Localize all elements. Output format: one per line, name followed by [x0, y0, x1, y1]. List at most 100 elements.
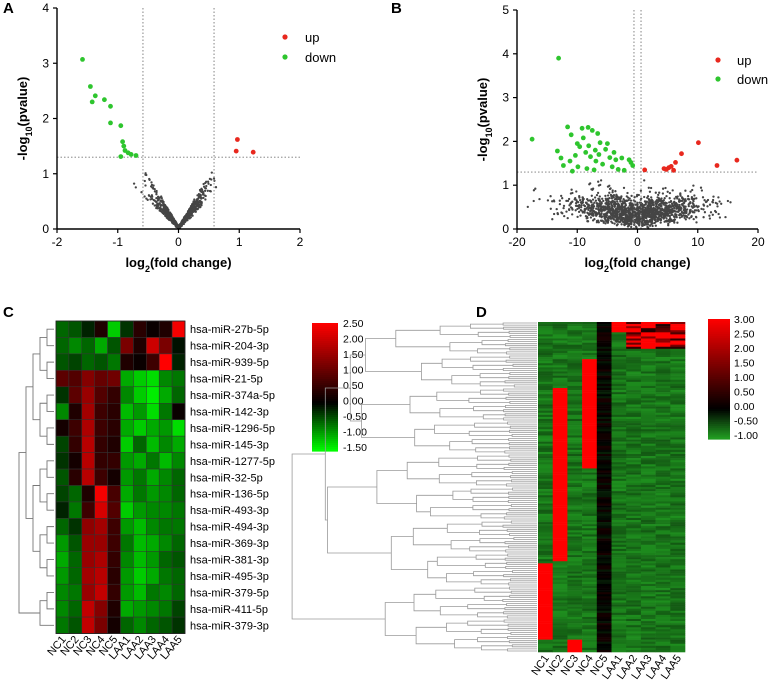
heatmap-cell — [133, 353, 147, 371]
heatmap-cell — [640, 567, 656, 570]
heatmap-cell — [552, 336, 568, 339]
heatmap-cell — [626, 493, 642, 496]
heatmap-cell — [68, 616, 83, 634]
dendrogram-branch — [512, 570, 537, 573]
heatmap-cell — [611, 600, 627, 603]
heatmap-cell — [611, 443, 627, 447]
heatmap-cell — [640, 577, 656, 581]
heatmap-cell — [538, 505, 553, 508]
heatmap-cell — [670, 367, 686, 370]
heatmap-cell — [626, 563, 642, 566]
heatmap-cell — [670, 344, 686, 348]
heatmap-cell — [611, 328, 627, 331]
background-point — [197, 205, 201, 209]
background-point — [627, 215, 630, 218]
heatmap-cell — [538, 441, 553, 444]
heatmap-cell — [596, 557, 612, 560]
heatmap-cell — [596, 357, 612, 360]
background-point — [648, 203, 652, 206]
heatmap-cell — [552, 493, 568, 496]
heatmap-cell — [626, 536, 642, 539]
background-point — [673, 197, 676, 200]
background-point — [632, 210, 636, 213]
heatmap-cell — [611, 456, 627, 459]
background-point — [203, 189, 207, 193]
heatmap-cell — [596, 619, 612, 622]
heatmap-cell — [552, 357, 568, 360]
heatmap-cell — [626, 639, 642, 642]
heatmap-cell — [611, 379, 627, 383]
colorbar-segment — [708, 425, 730, 429]
heatmap-cell — [158, 403, 173, 420]
heatmap-cell — [626, 468, 642, 471]
background-point — [598, 195, 601, 198]
heatmap-cell — [552, 621, 568, 624]
heatmap-cell — [626, 406, 642, 409]
heatmap-cell — [55, 518, 70, 536]
background-point — [639, 207, 642, 210]
heatmap-cell — [552, 421, 568, 424]
heatmap-cell — [626, 482, 642, 486]
background-point — [592, 205, 596, 208]
heatmap-cell — [582, 451, 598, 455]
background-point — [206, 189, 209, 192]
background-point — [670, 218, 673, 221]
heatmap-cell — [146, 435, 160, 453]
background-point — [173, 222, 176, 226]
heatmap-cell — [567, 402, 583, 405]
background-point — [561, 197, 564, 200]
heatmap-cell — [611, 586, 627, 589]
background-point — [589, 216, 593, 219]
background-point — [614, 216, 617, 219]
background-point — [642, 219, 645, 222]
heatmap-cell — [655, 526, 671, 529]
background-point — [681, 204, 684, 207]
heatmap-cell — [670, 592, 686, 595]
heatmap-cell — [567, 602, 583, 605]
heatmap-cell — [171, 518, 186, 536]
dendrogram-branch — [436, 556, 486, 566]
background-point — [717, 196, 720, 199]
heatmap-cell — [596, 596, 612, 599]
heatmap-cell — [158, 337, 173, 355]
heatmap-cell — [538, 561, 553, 564]
heatmap-cell — [538, 635, 553, 638]
heatmap-cell — [611, 487, 627, 490]
heatmap-cell — [538, 487, 553, 490]
heatmap-cell — [611, 437, 627, 440]
heatmap-cell — [655, 404, 671, 407]
heatmap-cell — [552, 627, 568, 630]
colorbar-segment — [708, 397, 730, 401]
heatmap-cell — [655, 454, 671, 457]
heatmap-cell — [655, 493, 671, 496]
background-point — [202, 185, 206, 188]
colorbar-segment — [708, 388, 730, 391]
heatmap-cell — [640, 544, 656, 548]
heatmap-cell — [640, 631, 656, 634]
heatmap-cell — [596, 445, 612, 449]
colorbar-segment — [708, 422, 730, 425]
heatmap-cell — [596, 612, 612, 616]
background-point — [648, 224, 652, 227]
heatmap-cell — [538, 616, 553, 620]
background-point — [729, 201, 732, 204]
heatmap-cell — [538, 348, 553, 352]
heatmap-cell — [670, 474, 686, 477]
heatmap-cell — [538, 575, 553, 579]
heatmap-cell — [158, 435, 173, 453]
heatmap-cell — [596, 606, 612, 609]
colorbar-segment — [708, 392, 730, 395]
heatmap-cell — [626, 398, 642, 401]
heatmap-cell — [640, 647, 656, 651]
dendrogram-branch — [46, 460, 54, 478]
heatmap-cell — [626, 495, 642, 498]
heatmap-cell — [611, 322, 627, 325]
heatmap-cell — [567, 590, 583, 593]
heatmap-cell — [596, 588, 612, 591]
heatmap-cell — [626, 602, 642, 605]
heatmap-cell — [626, 472, 642, 475]
heatmap-cell — [640, 429, 656, 432]
heatmap-cell — [567, 427, 583, 430]
heatmap-cell — [582, 324, 598, 327]
background-point — [649, 186, 653, 190]
